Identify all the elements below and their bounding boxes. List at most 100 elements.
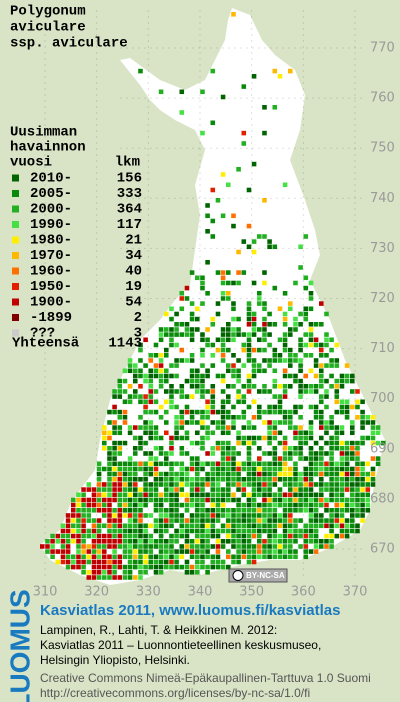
- grid-cell: [298, 446, 303, 451]
- grid-cell: [308, 425, 314, 430]
- grid-cell: [200, 487, 205, 492]
- grid-cell: [164, 482, 169, 487]
- grid-cell: [272, 518, 278, 523]
- grid-cell: [241, 554, 247, 560]
- grid-cell: [117, 389, 123, 394]
- grid-cell: [236, 358, 241, 363]
- grid-cell: [205, 513, 210, 518]
- grid-cell: [288, 508, 293, 513]
- grid-cell: [350, 373, 355, 379]
- grid-cell: [122, 389, 128, 394]
- grid-cell: [313, 544, 319, 549]
- grid-cell: [148, 497, 154, 503]
- grid-cell: [339, 523, 345, 529]
- grid-cell: [267, 435, 272, 441]
- grid-cell: [251, 528, 257, 534]
- grid-cell: [282, 337, 288, 343]
- grid-cell: [210, 523, 216, 529]
- grid-cell: [282, 533, 288, 539]
- grid-cell: [236, 327, 241, 332]
- grid-cell: [133, 544, 138, 549]
- grid-cell: [195, 570, 200, 575]
- grid-cell: [174, 564, 179, 570]
- grid-cell: [241, 533, 247, 539]
- grid-cell: [293, 461, 298, 467]
- grid-cell: [257, 502, 262, 508]
- grid-cell: [231, 513, 236, 518]
- grid-cell: [205, 342, 210, 348]
- grid-cell: [308, 435, 314, 441]
- grid-cell: [267, 420, 272, 425]
- grid-cell: [282, 482, 288, 487]
- grid-cell: [267, 461, 272, 467]
- grid-cell: [184, 358, 190, 363]
- grid-cell: [169, 332, 174, 337]
- grid-cell: [189, 394, 195, 399]
- grid-cell: [107, 508, 112, 513]
- grid-cell: [40, 544, 45, 549]
- grid-cell: [251, 518, 257, 523]
- grid-cell: [251, 502, 257, 508]
- license-badge: [228, 568, 288, 583]
- grid-cell: [329, 539, 334, 544]
- grid-cell: [179, 564, 185, 570]
- grid-cell: [117, 415, 123, 420]
- grid-cell: [143, 544, 148, 549]
- grid-cell: [96, 466, 102, 472]
- grid-cell: [81, 570, 86, 575]
- grid-cell: [102, 502, 107, 508]
- grid-cell: [246, 187, 252, 193]
- grid-cell: [257, 415, 262, 420]
- grid-cell: [143, 394, 148, 399]
- grid-cell: [251, 332, 257, 337]
- grid-cell: [164, 332, 169, 337]
- grid-cell: [107, 564, 112, 570]
- grid-cell: [122, 539, 128, 544]
- grid-cell: [365, 502, 371, 508]
- grid-cell: [200, 440, 205, 446]
- grid-cell: [350, 508, 355, 513]
- grid-cell: [334, 342, 340, 348]
- grid-cell: [127, 549, 133, 554]
- grid-cell: [226, 523, 231, 529]
- citation: Lampinen, R., Lahti, T. & Heikkinen M. 2…: [40, 623, 277, 637]
- grid-cell: [117, 446, 123, 451]
- grid-cell: [251, 347, 257, 353]
- legend-swatch: [12, 314, 19, 321]
- grid-cell: [169, 477, 174, 482]
- grid-cell: [210, 394, 216, 399]
- grid-cell: [236, 368, 241, 374]
- grid-cell: [282, 358, 288, 363]
- grid-cell: [319, 435, 324, 441]
- grid-cell: [148, 487, 154, 492]
- grid-cell: [277, 337, 283, 343]
- grid-cell: [215, 544, 221, 549]
- grid-cell: [350, 502, 355, 508]
- grid-cell: [133, 482, 138, 487]
- grid-cell: [189, 492, 195, 498]
- grid-cell: [231, 384, 236, 389]
- grid-cell: [226, 554, 231, 560]
- grid-cell: [138, 554, 143, 560]
- grid-cell: [210, 508, 216, 513]
- grid-cell: [215, 373, 221, 379]
- grid-cell: [179, 291, 185, 296]
- grid-cell: [158, 451, 164, 456]
- grid-cell: [220, 430, 226, 436]
- legend-label: 1970-: [30, 248, 72, 264]
- grid-cell: [236, 533, 241, 539]
- grid-cell: [246, 358, 252, 363]
- grid-cell: [334, 384, 340, 389]
- grid-cell: [220, 373, 226, 379]
- grid-cell: [329, 446, 334, 451]
- grid-cell: [210, 384, 216, 389]
- grid-cell: [231, 223, 236, 229]
- grid-cell: [298, 451, 303, 456]
- grid-cell: [184, 404, 190, 410]
- grid-cell: [334, 487, 340, 492]
- grid-cell: [189, 570, 195, 575]
- grid-cell: [226, 446, 231, 451]
- grid-cell: [112, 487, 117, 492]
- grid-cell: [158, 384, 164, 389]
- grid-cell: [179, 544, 185, 549]
